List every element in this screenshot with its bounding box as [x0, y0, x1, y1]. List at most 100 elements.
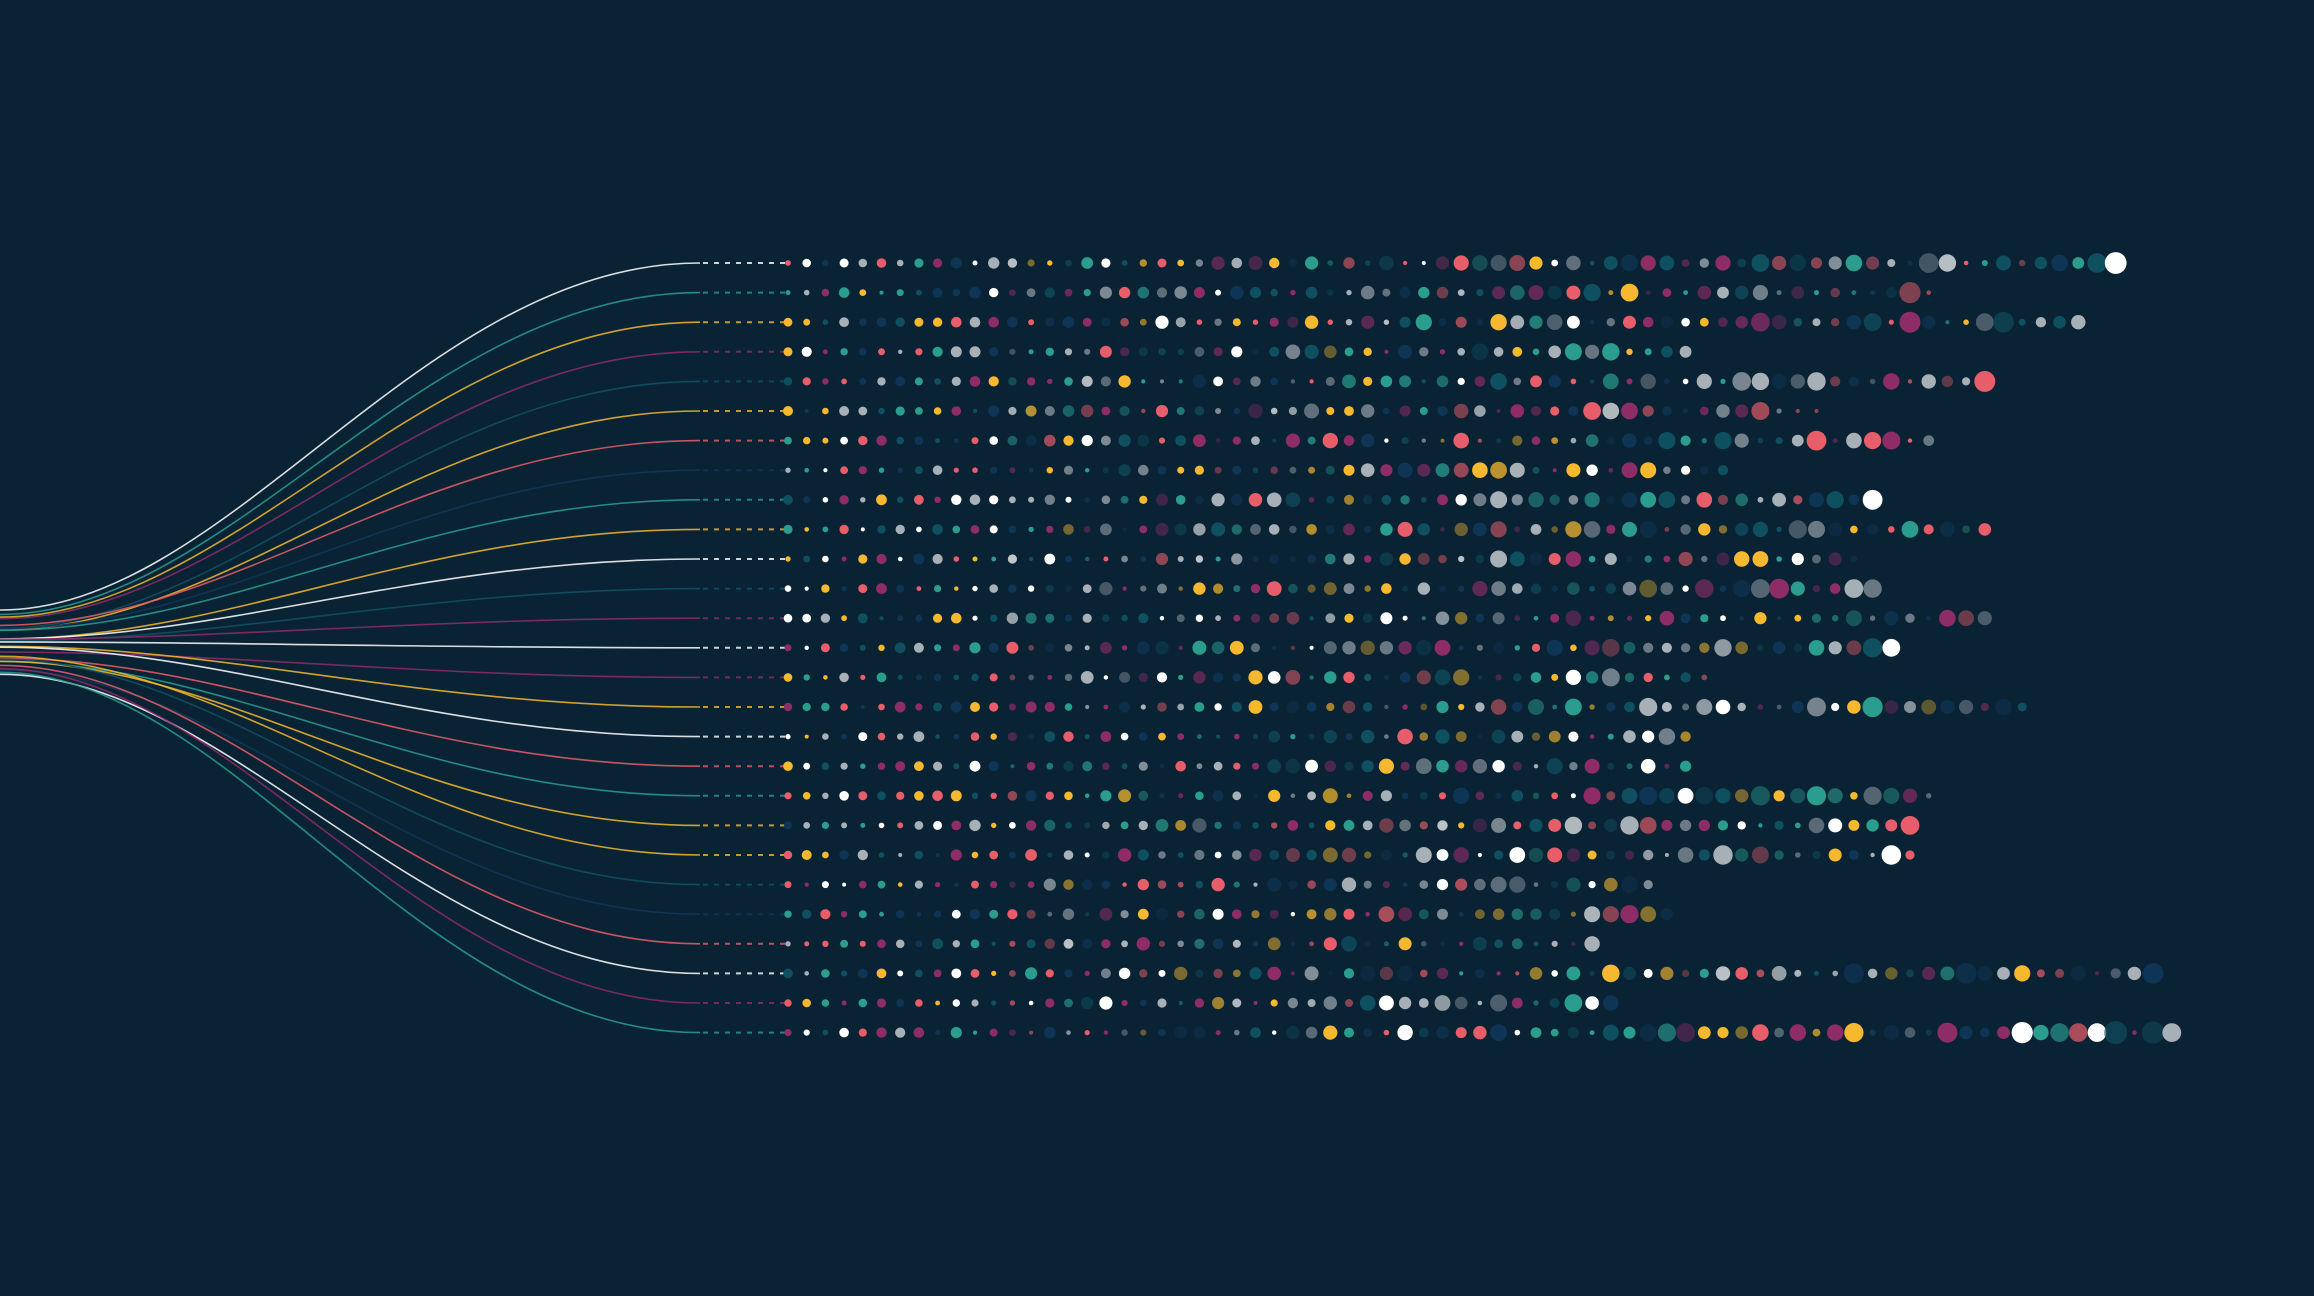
dot	[1268, 789, 1281, 802]
dot	[1417, 582, 1431, 595]
dot	[1007, 909, 1018, 920]
dot	[1847, 700, 1861, 714]
dot	[1194, 908, 1205, 920]
dot	[1232, 969, 1241, 978]
dot	[1121, 1029, 1128, 1036]
dot	[876, 494, 887, 506]
dot	[1343, 820, 1355, 831]
dot	[1232, 465, 1242, 475]
dot	[801, 346, 812, 357]
dot	[1454, 996, 1468, 1010]
dot	[932, 524, 943, 535]
dot	[1063, 761, 1074, 772]
dot	[1305, 759, 1318, 773]
dot	[896, 910, 905, 919]
dot	[1888, 526, 1895, 533]
dot	[1548, 730, 1561, 743]
dot	[1266, 492, 1282, 508]
dot	[1285, 848, 1300, 862]
dot	[1661, 819, 1673, 831]
dot	[1304, 966, 1319, 981]
dot	[1806, 430, 1827, 451]
dot	[1044, 494, 1056, 505]
dot	[1064, 377, 1073, 386]
dot	[1606, 850, 1616, 860]
dot	[878, 467, 885, 473]
dot	[1359, 995, 1376, 1011]
dot	[1511, 908, 1524, 920]
dot	[1100, 435, 1111, 446]
dot	[896, 791, 905, 800]
dot	[1065, 614, 1072, 622]
dot	[1344, 347, 1354, 357]
dot	[1252, 822, 1259, 829]
dot	[839, 495, 849, 505]
dot	[1661, 702, 1672, 712]
dot	[1844, 1023, 1864, 1043]
flow-curve	[0, 410, 701, 631]
dot	[1065, 259, 1072, 267]
dot	[1379, 552, 1394, 566]
dot	[1589, 970, 1595, 977]
dot	[1363, 880, 1372, 889]
dot	[1251, 643, 1260, 653]
dot	[950, 701, 962, 713]
dot	[1271, 822, 1278, 829]
dot	[1959, 1026, 1973, 1040]
dot	[1907, 260, 1913, 266]
dot	[1305, 1026, 1318, 1039]
dot	[1621, 787, 1638, 804]
dot	[1977, 966, 1993, 981]
dot	[841, 733, 847, 740]
dot	[1307, 999, 1316, 1007]
dot	[878, 703, 885, 711]
dot	[1921, 699, 1937, 715]
dot	[1177, 940, 1184, 948]
dot	[1363, 347, 1372, 356]
dot	[1062, 908, 1075, 920]
dot	[1064, 644, 1073, 652]
dot	[1230, 285, 1244, 300]
dot	[2033, 1024, 2049, 1041]
dot	[1267, 671, 1281, 684]
dot	[1436, 286, 1449, 299]
dot	[1046, 525, 1054, 534]
dot	[2018, 318, 2026, 326]
dot	[1589, 734, 1595, 739]
dot	[1549, 908, 1561, 920]
dot	[1862, 489, 1883, 510]
dot	[1809, 492, 1824, 508]
dot	[1402, 882, 1408, 887]
dot	[1290, 379, 1296, 384]
dot	[1717, 1027, 1729, 1039]
dot	[1528, 847, 1544, 863]
dot	[1195, 791, 1204, 801]
dot	[1421, 616, 1426, 621]
dot	[2141, 1021, 2165, 1044]
dot	[1548, 345, 1561, 359]
dot	[1699, 258, 1710, 268]
dot	[1344, 494, 1354, 505]
dot	[1045, 969, 1054, 978]
dot	[876, 998, 887, 1008]
dot	[1025, 701, 1037, 713]
flow-curve	[0, 528, 701, 640]
dot	[1305, 256, 1319, 270]
dot	[1997, 967, 2010, 980]
dot	[1248, 670, 1263, 685]
dot	[1290, 941, 1296, 947]
dot	[1882, 431, 1901, 450]
dot	[1081, 404, 1094, 418]
dot	[989, 495, 999, 505]
dot	[1776, 290, 1782, 296]
dot	[841, 586, 847, 592]
dot	[1213, 376, 1223, 387]
dot	[1234, 1029, 1240, 1036]
dot	[954, 882, 959, 887]
dot	[1620, 816, 1639, 835]
flow-curve	[0, 651, 701, 679]
dot	[784, 1029, 792, 1037]
dot	[932, 938, 943, 950]
dot	[1567, 315, 1580, 329]
dot	[784, 999, 792, 1007]
